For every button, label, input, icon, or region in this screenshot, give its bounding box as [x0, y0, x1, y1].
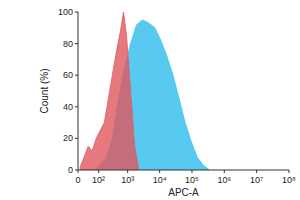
x-tick	[256, 170, 257, 173]
x-tick	[289, 170, 290, 173]
x-tick	[159, 170, 160, 173]
x-tick-label: 10⁴	[153, 175, 167, 185]
x-tick-label: 0	[75, 175, 80, 185]
y-axis-line	[78, 12, 79, 170]
y-tick-label: 80	[63, 39, 73, 49]
y-tick	[75, 138, 78, 139]
x-tick-label: 10³	[121, 175, 134, 185]
x-tick-label: 10⁶	[217, 175, 231, 185]
y-tick-label: 20	[63, 133, 73, 143]
y-tick	[75, 106, 78, 107]
x-tick-label: 10⁸	[282, 175, 296, 185]
x-tick-label: 10⁷	[250, 175, 263, 185]
y-axis-label: Count (%)	[39, 68, 50, 113]
y-tick-label: 100	[58, 7, 73, 17]
x-tick-label: 10⁵	[185, 175, 199, 185]
x-tick	[224, 170, 225, 173]
plot-area	[80, 12, 209, 170]
x-tick	[191, 170, 192, 173]
y-tick-label: 60	[63, 70, 73, 80]
y-tick	[75, 75, 78, 76]
x-tick-label: 10²	[92, 175, 105, 185]
x-tick	[78, 170, 79, 173]
x-axis-label: APC-A	[168, 187, 199, 198]
x-tick	[127, 170, 128, 173]
histogram-area	[80, 12, 138, 170]
y-tick-label: 40	[63, 102, 73, 112]
x-axis-line	[78, 170, 289, 171]
x-tick	[98, 170, 99, 173]
chart: 0 20 40 60 80 100 0 10² 10³ 10⁴ 10⁵ 10⁶ 10⁷ 10⁸ APC-A C…	[0, 0, 300, 200]
y-tick-label: 0	[68, 165, 73, 175]
y-tick	[75, 43, 78, 44]
y-tick	[75, 12, 78, 13]
